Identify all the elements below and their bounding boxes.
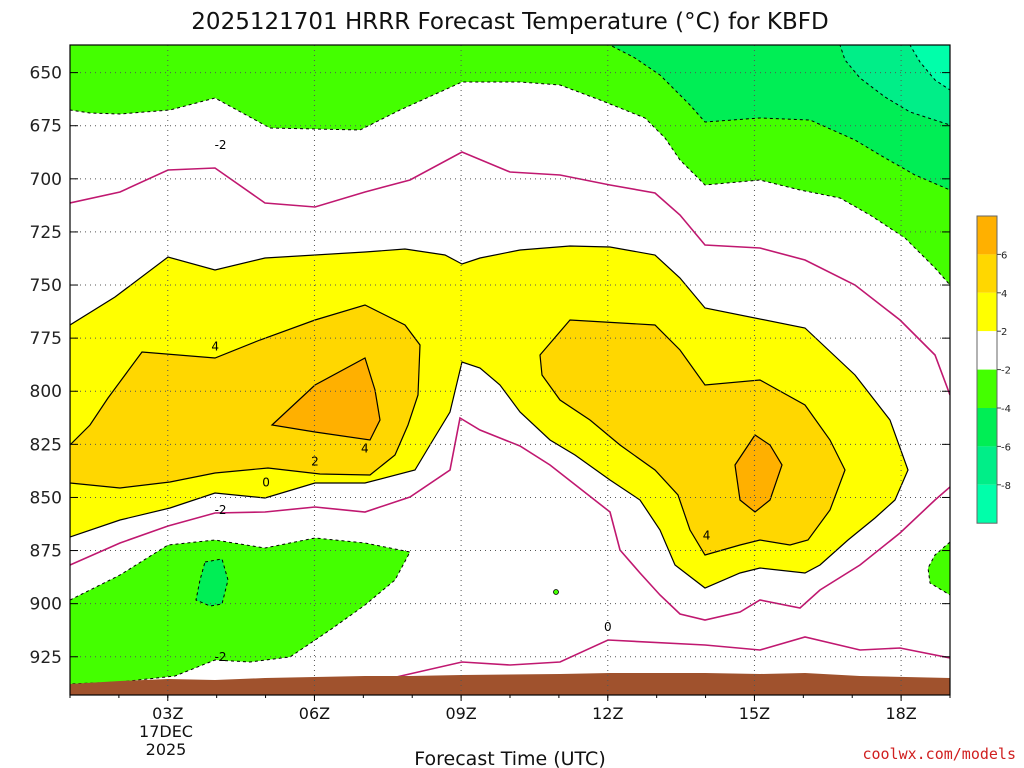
x-tick-label: 12Z <box>592 704 623 723</box>
colorbar-segment <box>977 484 997 524</box>
band-minus4-top <box>605 45 950 191</box>
colorbar-label: 4 <box>1001 289 1007 300</box>
contour-label: 0 <box>604 620 612 634</box>
x-axis-ticks: 03Z 06Z 09Z 12Z 15Z 18Z <box>69 695 951 723</box>
x-tick-label: 06Z <box>299 704 330 723</box>
band-minus2-lower-left <box>70 537 411 685</box>
contour-label: 4 <box>361 442 369 456</box>
band-above-6-right <box>734 434 783 513</box>
band-4-to-6-left <box>70 304 421 489</box>
contour-label: -2 <box>215 138 227 152</box>
chart-title: 2025121701 HRRR Forecast Temperature (°C… <box>191 9 828 35</box>
x-tick-label: 18Z <box>885 704 916 723</box>
colorbar-segment <box>977 369 997 408</box>
y-tick-label: 650 <box>30 64 62 84</box>
y-tick-label: 725 <box>30 223 62 243</box>
band-above-6-left <box>270 357 381 441</box>
y-tick-label: 925 <box>30 648 62 668</box>
band-minus2-dot <box>553 589 559 595</box>
zero-line-middle <box>70 416 950 621</box>
y-tick-label: 700 <box>30 170 62 190</box>
contour-label: -2 <box>215 650 227 664</box>
x-tick-label: 09Z <box>445 704 476 723</box>
y-tick-label: 675 <box>30 117 62 137</box>
y-tick-label: 775 <box>30 329 62 349</box>
y-axis-ticks: 650 675 700 725 750 775 800 825 850 875 900 925 <box>30 64 950 668</box>
y-tick-label: 750 <box>30 276 62 296</box>
colorbar-label: -8 <box>1001 481 1011 492</box>
contour-fill-layer <box>70 45 950 695</box>
contour-label: 4 <box>211 340 219 354</box>
colorbar-segment <box>977 408 997 447</box>
colorbar-label: -2 <box>1001 366 1011 377</box>
contour-label: 0 <box>262 476 270 490</box>
colorbar-segment <box>977 446 997 485</box>
zero-line-upper <box>70 151 950 396</box>
x-tick-label: 03Z <box>152 704 183 723</box>
y-tick-label: 850 <box>30 488 62 508</box>
colorbar-segment <box>977 331 997 370</box>
colorbar: 6 4 2 -2 -4 -6 -8 <box>976 215 1011 524</box>
contour-label-layer: -2 4 2 4 0 -2 -2 4 0 <box>211 138 711 664</box>
terrain <box>70 673 950 695</box>
colorbar-segment <box>977 216 997 255</box>
colorbar-label: 6 <box>1001 250 1007 261</box>
colorbar-label: -6 <box>1001 442 1011 453</box>
band-minus8-top <box>909 45 950 91</box>
contour-label: 4 <box>703 529 711 543</box>
x-date-line-1: 17DEC <box>139 722 193 741</box>
band-minus4-pocket <box>195 558 229 607</box>
colorbar-segment <box>977 292 997 332</box>
y-tick-label: 800 <box>30 382 62 402</box>
x-date-line-2: 2025 <box>146 740 187 759</box>
colorbar-label: -4 <box>1001 404 1011 415</box>
grid-layer <box>70 45 950 695</box>
contour-label: 2 <box>311 454 319 468</box>
y-tick-label: 825 <box>30 435 62 455</box>
contour-label: -2 <box>215 503 227 517</box>
y-tick-label: 875 <box>30 542 62 562</box>
zero-line-lower <box>391 636 950 679</box>
colorbar-label: 2 <box>1001 327 1007 338</box>
credit-text: coolwx.com/models <box>862 745 1016 763</box>
x-tick-label: 15Z <box>739 704 770 723</box>
band-minus2-right-edge <box>927 541 950 596</box>
colorbar-segment <box>977 254 997 293</box>
y-tick-label: 900 <box>30 595 62 615</box>
x-axis-label: Forecast Time (UTC) <box>414 748 605 768</box>
